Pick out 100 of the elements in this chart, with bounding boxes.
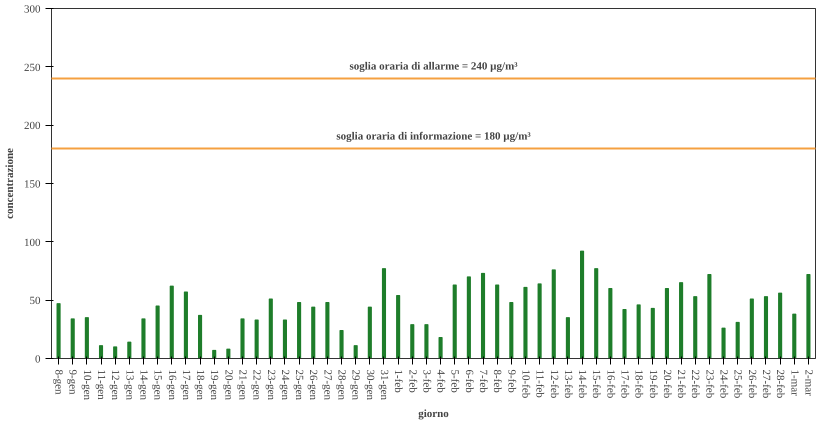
x-tick-label: 26-gen [307,370,320,401]
x-tick-label: 11-gen [95,370,108,400]
y-tick-label: 0 [35,354,41,366]
x-tick-label: 17-gen [180,370,192,401]
x-tick-label: 31-gen [378,370,390,401]
bar [410,324,414,358]
x-tick-label: 23-feb [703,370,716,399]
bar [70,318,75,358]
bar [509,302,514,358]
bar [452,284,457,358]
x-tick-label: 16-gen [166,370,178,401]
x-tick-label: 14-gen [137,370,150,401]
x-tick-label: 26-feb [746,370,758,399]
x-tick-label: 1-mar [788,370,800,396]
bar [750,298,754,358]
bar [594,268,598,358]
y-tick-label: 100 [24,236,41,249]
bar [113,346,118,358]
x-tick-label: 30-gen [364,370,376,401]
x-tick-label: 19-gen [208,370,220,401]
x-tick-label: 18-feb [632,370,645,399]
bar [254,320,259,358]
x-tick-label: 15-feb [590,370,602,399]
x-tick-label: 13-feb [562,370,574,399]
bar [721,328,726,358]
bar [538,283,542,358]
x-tick-label: 14-feb [576,370,588,399]
y-tick-label: 200 [24,120,41,132]
x-tick-label: 2-feb [406,370,418,394]
x-tick-label: 18-gen [194,370,206,401]
bar [325,302,330,358]
bar [806,274,810,358]
x-tick-label: 12-feb [548,370,560,399]
bar [650,308,655,358]
x-tick-label: 11-feb [534,370,546,398]
x-tick-label: 27-gen [321,370,334,401]
x-tick-label: 8-gen [52,370,65,396]
y-tick-label: 150 [24,178,41,190]
bar [84,317,89,358]
bar [354,345,358,358]
bar [268,298,273,358]
bar [495,284,500,358]
x-tick-label: 8-feb [491,370,504,394]
x-tick-label: 9-gen [66,370,79,396]
x-tick-label: 17-feb [618,370,630,399]
bar [368,306,372,358]
bar [282,320,287,358]
bar [764,296,768,358]
x-tick-label: 4-feb [434,370,447,394]
bar [424,324,428,358]
bar [552,269,556,358]
bar [693,296,698,358]
x-tick-label: 19-feb [646,370,659,399]
x-tick-label: 25-feb [732,370,744,399]
x-tick-label: 13-gen [123,370,136,401]
x-tick-label: 24-gen [278,370,291,401]
bar [170,286,174,358]
bar [608,288,612,358]
y-tick-label: 50 [30,295,41,308]
bar [636,304,641,358]
bar [622,309,627,358]
x-tick-label: 15-gen [152,370,164,401]
bar [566,317,570,358]
bar [184,292,188,358]
bar [240,318,245,358]
ref-line-label: soglia oraria di allarme = 240 µg/m³ [349,60,518,72]
x-tick-label: 1-feb [392,370,404,394]
y-tick-label: 300 [24,4,41,16]
bar [580,250,584,358]
x-tick-label: 23-gen [264,370,277,401]
bar [778,292,782,358]
x-tick-label: 2-mar [802,370,814,396]
bar [480,272,486,358]
x-tick-label: 16-feb [604,370,616,399]
bar [141,318,146,358]
y-tick-label: 250 [24,62,41,74]
bar [664,288,669,358]
x-tick-label: 7-feb [477,370,490,394]
bar [707,274,712,358]
x-tick-label: 12-gen [109,370,122,401]
x-tick-label: 10-gen [80,370,93,401]
bar [56,303,61,358]
bar [297,302,302,358]
bar [212,350,216,358]
x-tick-label: 28-feb [774,370,786,399]
x-tick-label: 20-gen [222,370,234,401]
bar [226,348,230,358]
x-tick-label: 6-feb [462,370,475,394]
bar [382,268,386,358]
bar [98,345,104,358]
bar [311,306,316,358]
x-tick-label: 22-gen [250,370,263,401]
x-tick-label: 27-feb [760,370,772,399]
bar [156,306,160,358]
x-tick-label: 10-feb [519,370,532,399]
x-tick-label: 28-gen [336,370,348,401]
bar [438,337,443,358]
x-tick-label: 5-feb [448,370,461,394]
bar [396,295,400,358]
x-tick-label: 25-gen [293,370,306,401]
